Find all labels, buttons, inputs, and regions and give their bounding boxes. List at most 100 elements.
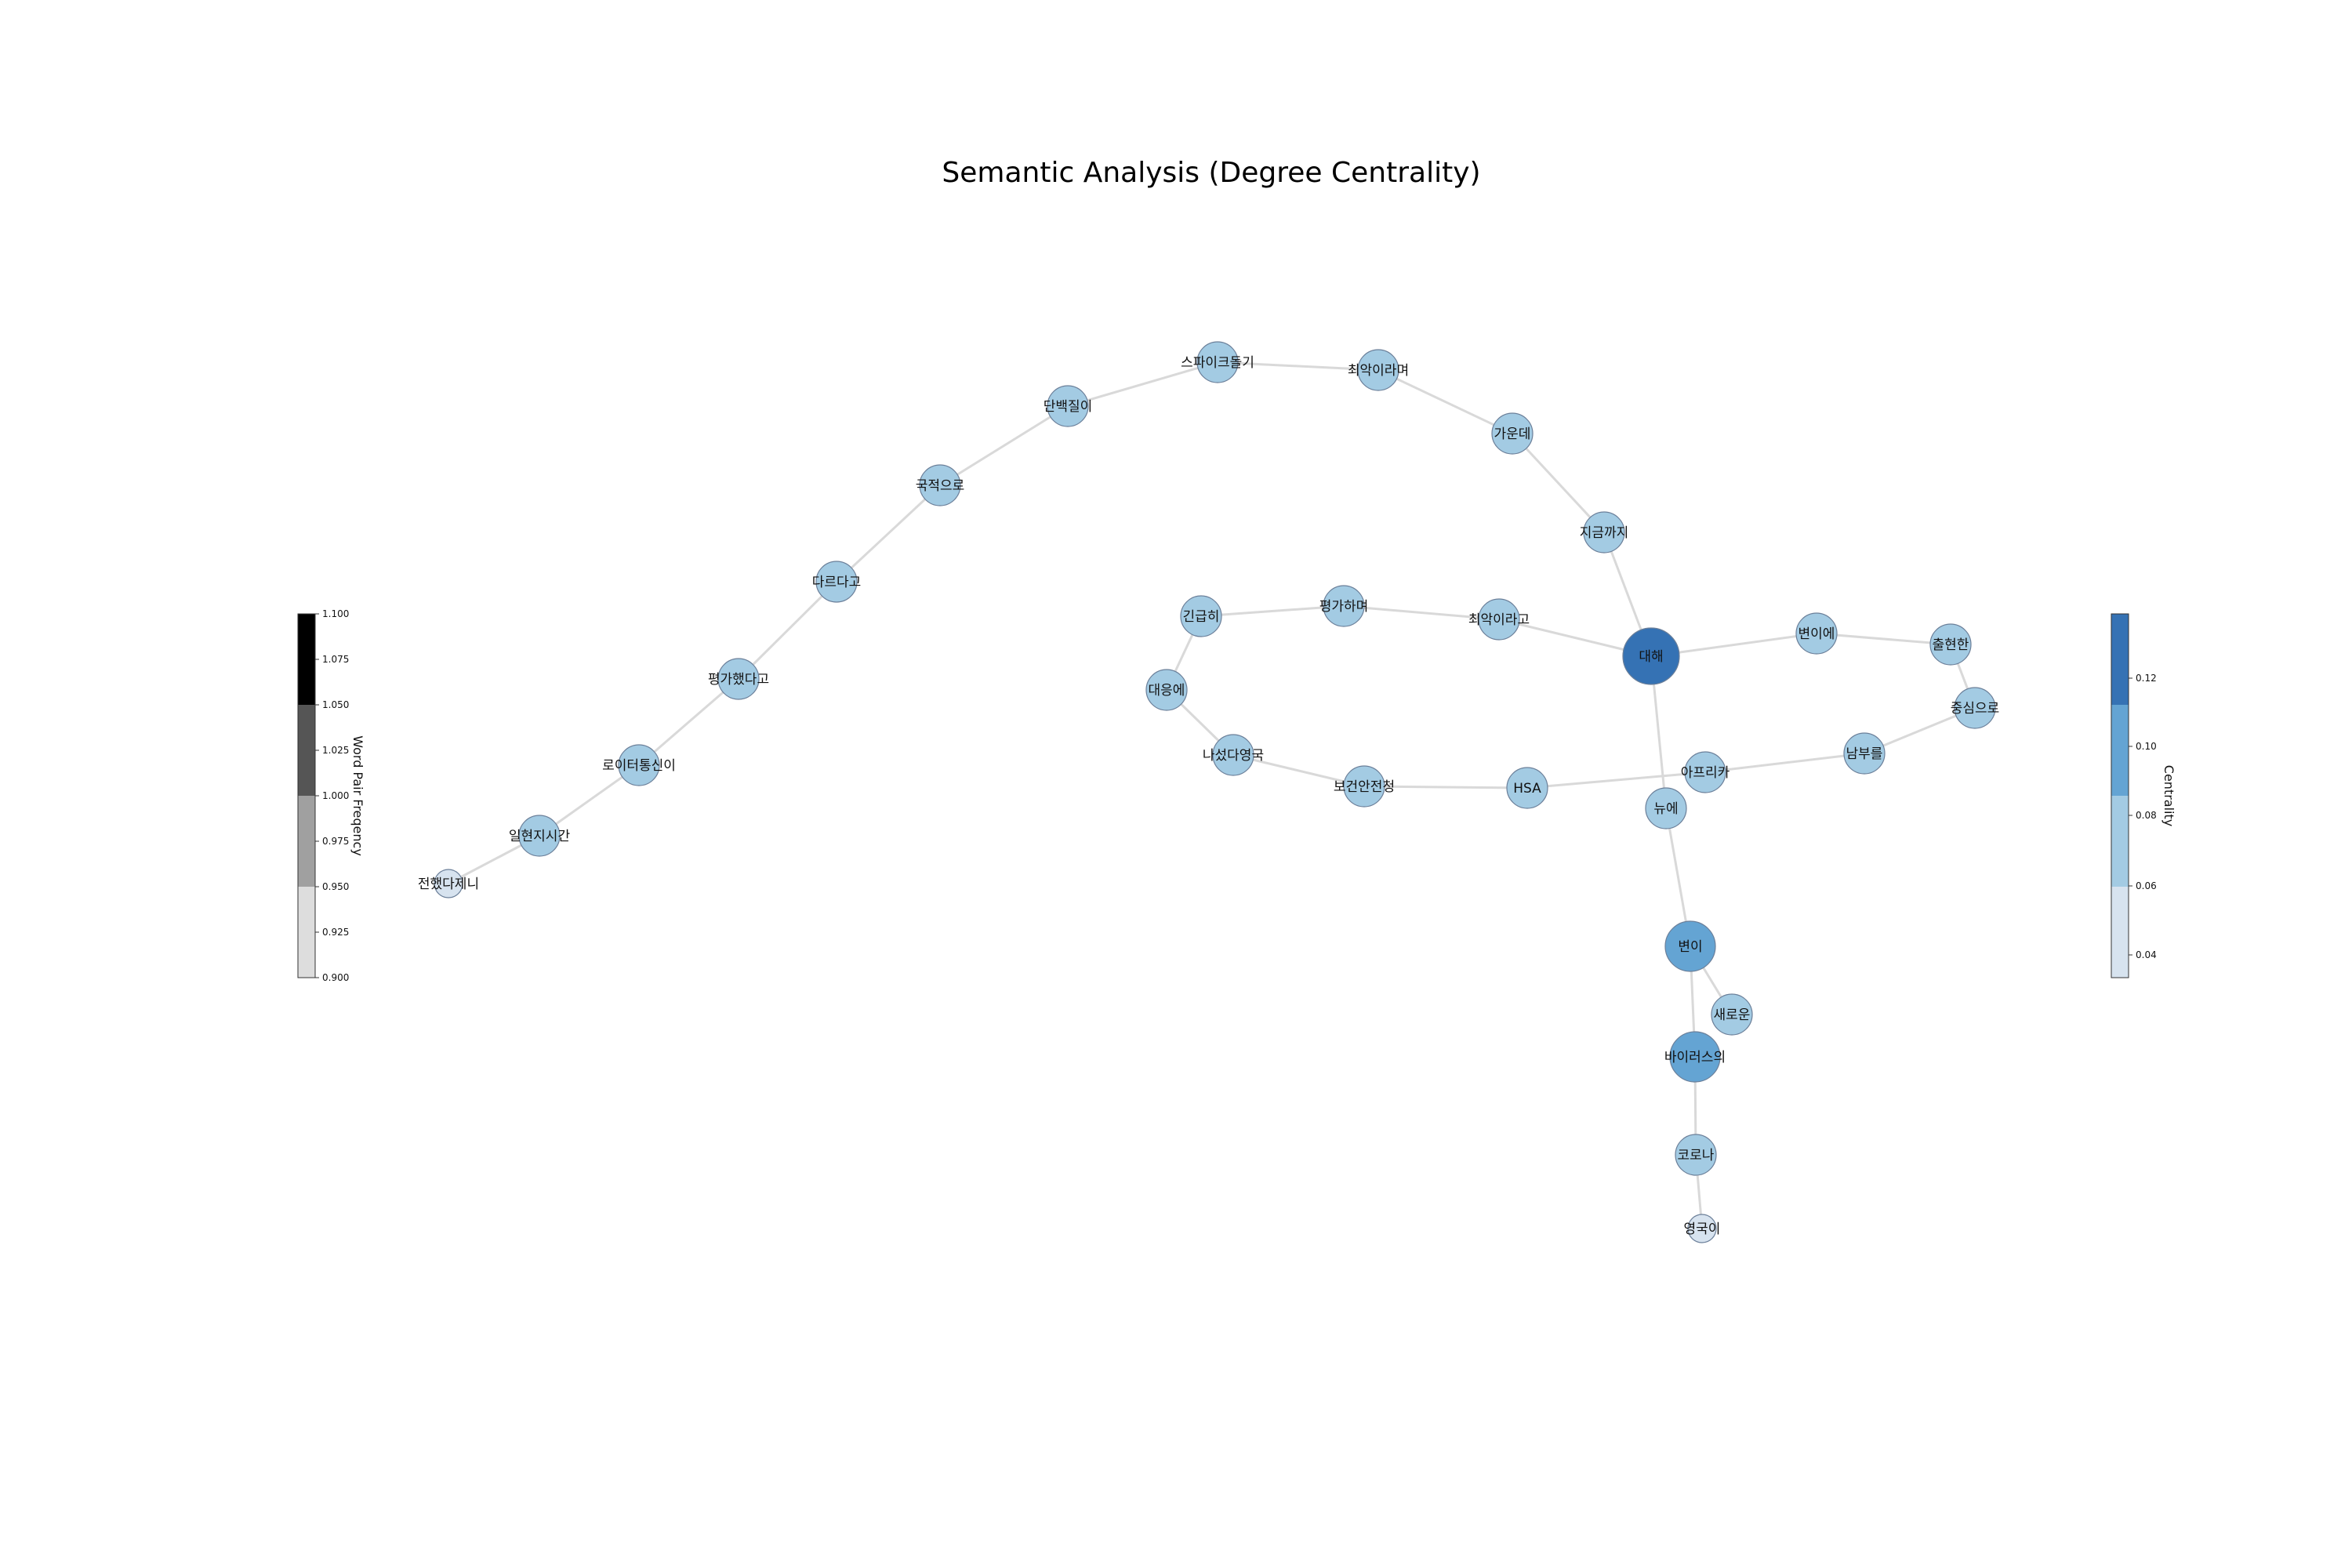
node: 국적으로 — [916, 464, 965, 506]
node-label: 평가했다고 — [708, 672, 769, 688]
node: 새로운 — [1711, 993, 1753, 1036]
node: 최악이라며 — [1348, 349, 1409, 391]
colorbar-tick-label: 1.050 — [322, 699, 349, 710]
colorbar-band — [2111, 705, 2129, 796]
node-circle — [1506, 767, 1548, 809]
edge — [1200, 604, 1345, 618]
node: 스파이크돌기 — [1181, 341, 1254, 383]
node-circle — [1343, 765, 1385, 808]
node-label: 출현한 — [1933, 637, 1969, 653]
edge — [835, 484, 942, 583]
node-label: 긴급히 — [1183, 609, 1220, 625]
colorbar-band — [298, 705, 315, 796]
node-circle — [1491, 412, 1534, 455]
node-circle — [1954, 687, 1996, 729]
node-circle — [434, 869, 463, 898]
word-pair-colorbar: 1.100 1.075 1.050 1.025 1.000 0.975 0.950 0.925… — [297, 608, 365, 983]
node-circle — [1583, 511, 1625, 554]
node-circle — [618, 744, 660, 786]
node: 코로나 — [1675, 1134, 1717, 1176]
colorbar-tick-label: 1.075 — [322, 654, 349, 665]
node: 긴급히 — [1180, 595, 1222, 637]
node-circle — [1645, 787, 1687, 829]
colorbar-tick-label: 0.06 — [2136, 880, 2157, 891]
node-circle — [1196, 341, 1239, 383]
node-label: 국적으로 — [916, 478, 965, 494]
colorbar-band — [2111, 887, 2129, 978]
colorbar-tick-label: 0.10 — [2136, 741, 2157, 752]
colorbar-tick-label: 1.100 — [322, 608, 349, 619]
node-circle — [815, 561, 858, 603]
node: 대해 — [1622, 627, 1680, 685]
colorbar-tick-label: 1.025 — [322, 745, 349, 756]
colorbar-tick-label: 0.950 — [322, 881, 349, 892]
colorbar-band — [298, 887, 315, 978]
node-circle — [1323, 585, 1365, 627]
colorbar-band — [2111, 796, 2129, 887]
node: 보건안전청 — [1334, 765, 1395, 808]
node-circle — [1145, 669, 1188, 711]
node-label: 전했다제니 — [418, 877, 479, 892]
node-label: 남부를 — [1846, 746, 1883, 762]
node-circle — [1795, 612, 1838, 655]
node: 최악이라고 — [1468, 598, 1530, 641]
node-label: 나섰다영국 — [1203, 748, 1264, 764]
node-label: 대해 — [1639, 649, 1663, 665]
node: 아프리카 — [1681, 751, 1730, 793]
node-label: 코로나 — [1678, 1148, 1715, 1163]
node-label: 대응에 — [1149, 683, 1185, 699]
node: 출현한 — [1929, 623, 1972, 666]
colorbar-band — [298, 796, 315, 887]
node-circle — [1687, 1214, 1717, 1243]
centrality-colorbar: 0.12 0.10 0.08 0.06 0.04 Centrality — [2111, 613, 2176, 978]
edge — [1377, 368, 1513, 435]
colorbar-tick-label: 0.900 — [322, 972, 349, 983]
centrality-colorbar-label: Centrality — [2161, 765, 2176, 826]
edge — [1217, 361, 1379, 372]
node-label: 중심으로 — [1951, 701, 2000, 717]
node: 일현지시간 — [509, 815, 571, 857]
edge — [1511, 432, 1606, 534]
node: 전했다제니 — [418, 869, 479, 898]
colorbar-band — [2111, 614, 2129, 705]
node: 다르다고 — [812, 561, 862, 603]
colorbar-tick-label: 0.12 — [2136, 673, 2157, 684]
node: 나섰다영국 — [1203, 734, 1264, 776]
edge — [1526, 771, 1706, 789]
node: 대응에 — [1145, 669, 1188, 711]
node-label: 일현지시간 — [509, 829, 571, 844]
node: 평가하며 — [1319, 585, 1369, 627]
node-label: 보건안전청 — [1334, 779, 1395, 795]
node-label: 단백질이 — [1044, 399, 1093, 415]
nodes-layer: 전했다제니 일현지시간 로이터통신이 평가했다고 다르다고 국적으로 단백질이 스파이크돌기 최… — [418, 341, 2000, 1243]
node: 변이에 — [1795, 612, 1838, 655]
node-circle — [717, 658, 760, 700]
node: 변이 — [1664, 920, 1716, 972]
node-label: 최악이라고 — [1468, 612, 1530, 628]
node-label: 스파이크돌기 — [1181, 355, 1254, 371]
node: 바이러스의 — [1664, 1031, 1726, 1083]
node-circle — [1622, 627, 1680, 685]
node: 남부를 — [1843, 732, 1886, 775]
node: HSA — [1506, 767, 1548, 809]
chart-title: Semantic Analysis (Degree Centrality) — [942, 157, 1480, 189]
edge — [737, 580, 838, 681]
node-circle — [518, 815, 561, 857]
node-label: HSA — [1513, 781, 1541, 797]
node-label: 가운데 — [1494, 426, 1531, 442]
node: 영국이 — [1684, 1214, 1720, 1243]
node-circle — [1929, 623, 1972, 666]
edge — [1067, 361, 1218, 408]
node-label: 다르다고 — [812, 575, 862, 590]
node-label: 지금까지 — [1580, 525, 1629, 541]
node: 가운데 — [1491, 412, 1534, 455]
node-label: 평가하며 — [1319, 599, 1369, 615]
node-circle — [1180, 595, 1222, 637]
node: 중심으로 — [1951, 687, 2000, 729]
node: 뉴에 — [1645, 787, 1687, 829]
node-circle — [1357, 349, 1399, 391]
node: 평가했다고 — [708, 658, 769, 700]
colorbar-tick-label: 0.975 — [322, 836, 349, 847]
node-label: 뉴에 — [1653, 801, 1678, 817]
